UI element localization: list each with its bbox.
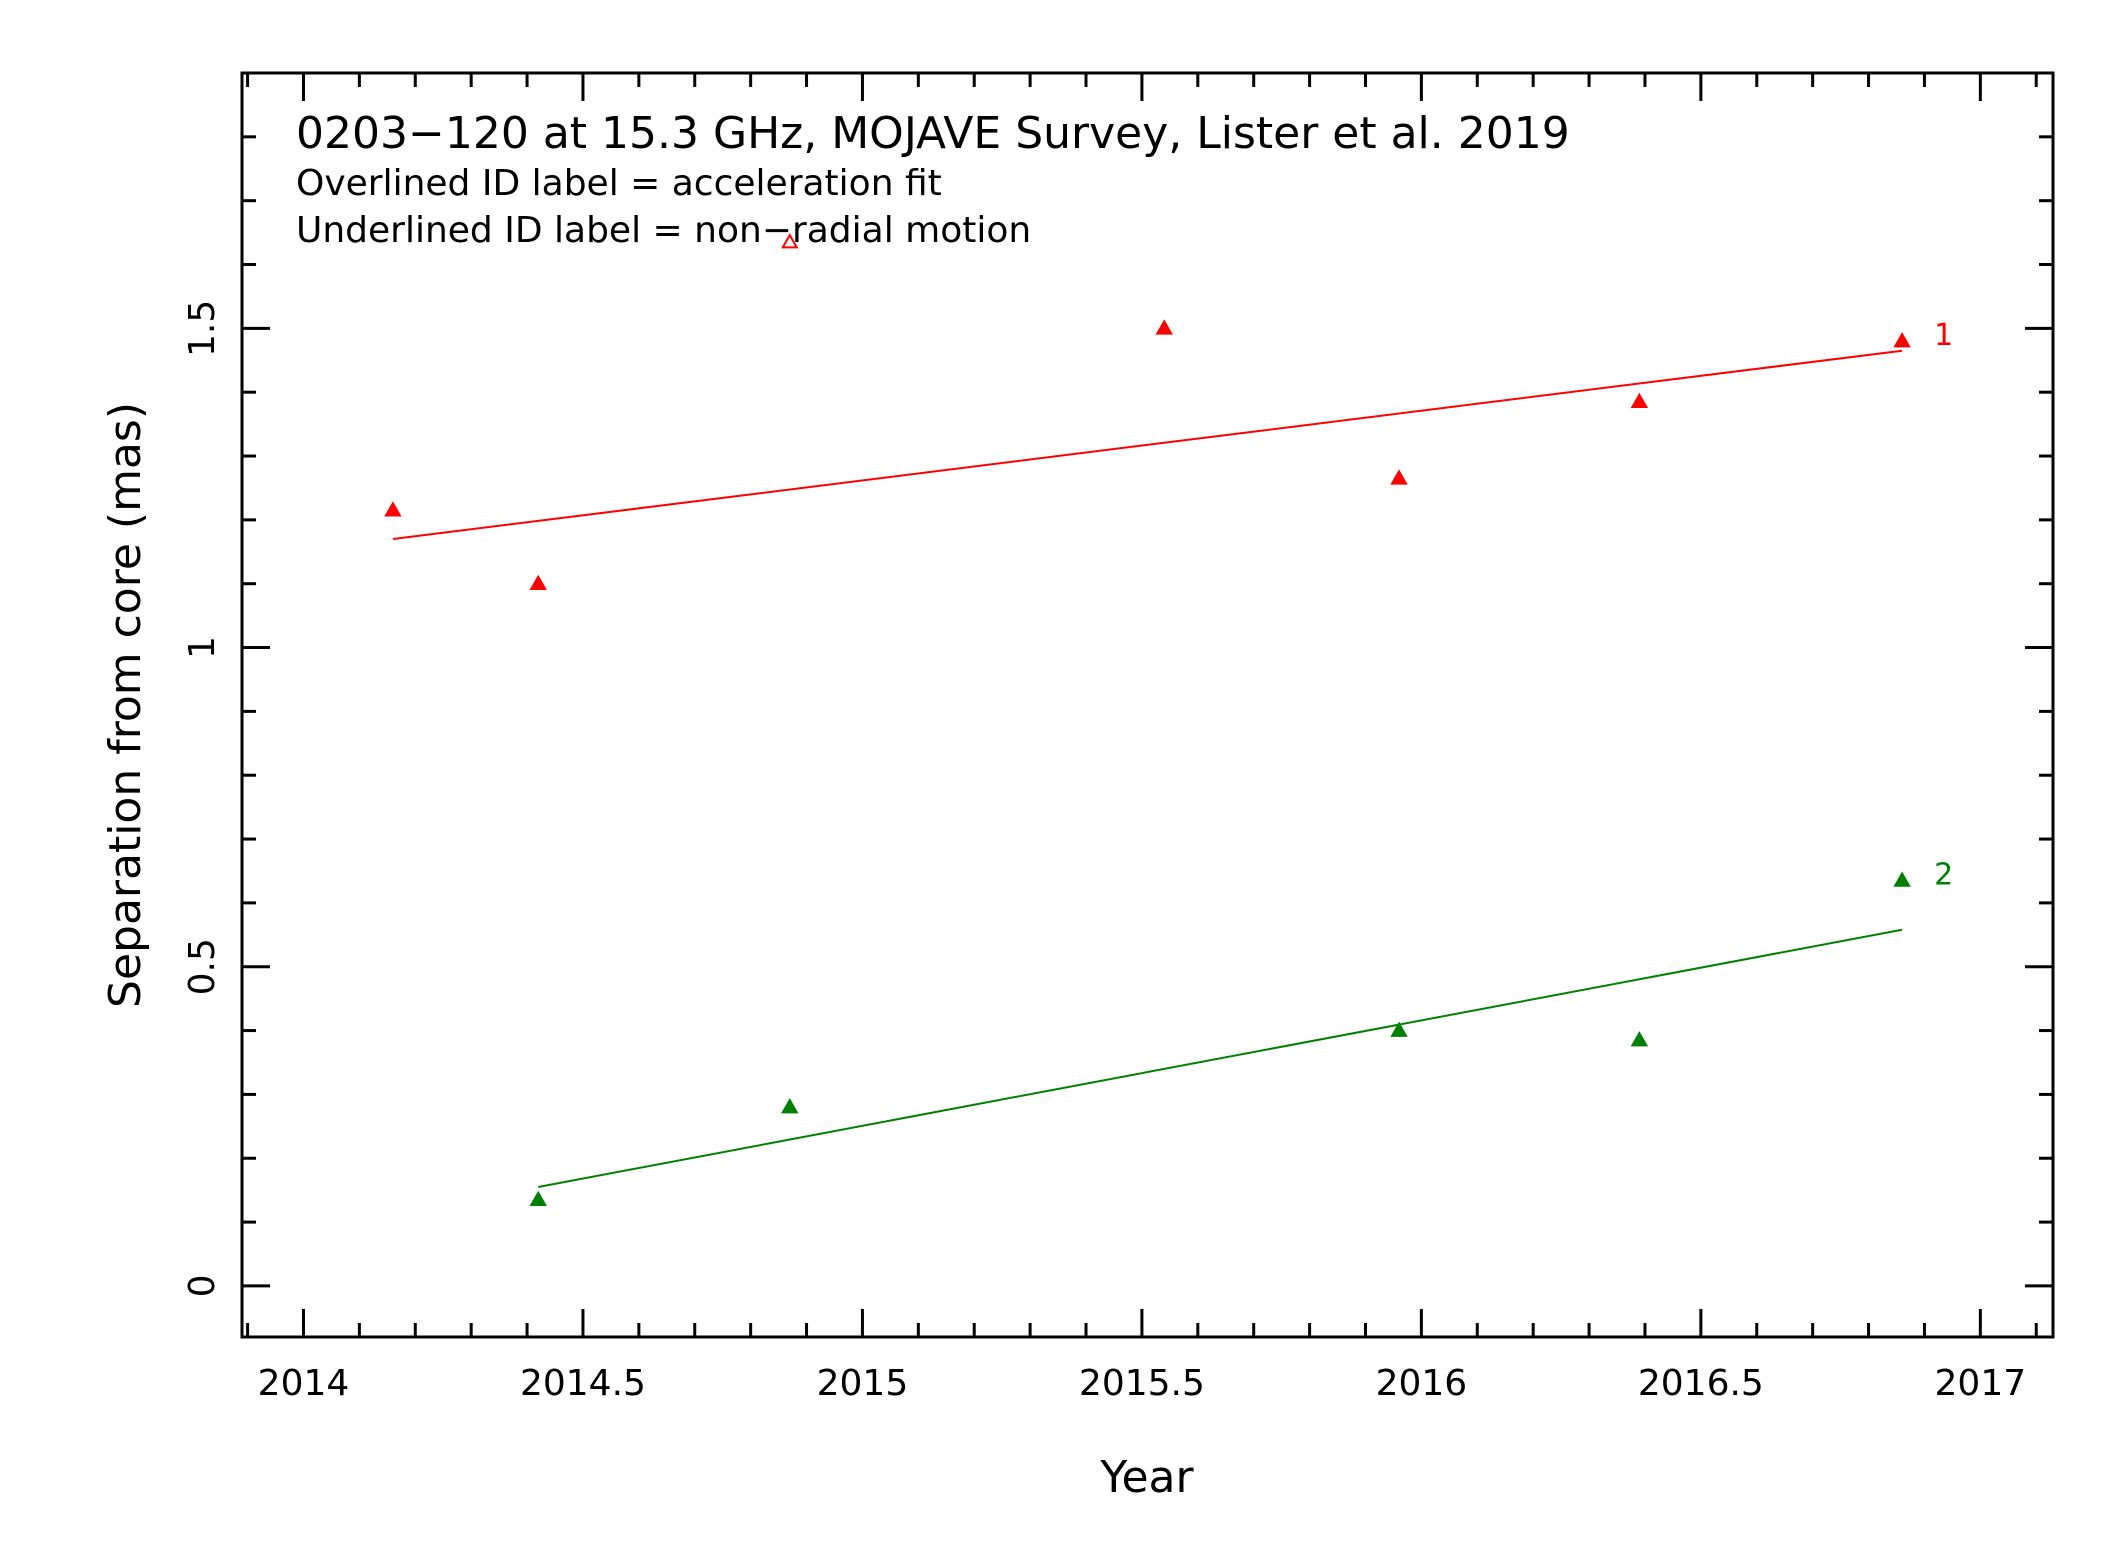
x-tick-label: 2016.5 bbox=[1638, 1363, 1764, 1404]
x-tick-label: 2014.5 bbox=[520, 1363, 646, 1404]
x-tick-label: 2016 bbox=[1376, 1363, 1468, 1404]
data-point-series-2 bbox=[1893, 871, 1911, 887]
y-axis-tick-labels: 0 0.5 1 1.5 bbox=[182, 300, 223, 1298]
data-point-series-1 bbox=[1155, 319, 1173, 335]
x-tick-label: 2014 bbox=[258, 1363, 350, 1404]
data-points bbox=[384, 233, 1911, 1206]
data-point-series-1 bbox=[781, 233, 799, 249]
chart-subtitle-2: Underlined ID label = non−radial motion bbox=[296, 210, 1031, 251]
y-tick-label: 1 bbox=[182, 636, 223, 659]
x-axis-title: Year bbox=[1099, 1452, 1194, 1503]
x-tick-label: 2015 bbox=[817, 1363, 909, 1404]
x-tick-label: 2017 bbox=[1935, 1363, 2027, 1404]
data-point-series-1 bbox=[384, 501, 402, 517]
fit-lines bbox=[392, 349, 1903, 1188]
x-tick-label: 2015.5 bbox=[1079, 1363, 1205, 1404]
plot-frame bbox=[240, 71, 2055, 1339]
y-tick-label: 0 bbox=[182, 1274, 223, 1297]
fit-line-2 bbox=[538, 928, 1903, 1188]
series-label-1: 1 bbox=[1934, 318, 1953, 353]
data-point-series-1 bbox=[1893, 332, 1911, 348]
y-tick-label: 0.5 bbox=[182, 938, 223, 995]
x-axis-ticks bbox=[246, 73, 2038, 1337]
data-point-series-2 bbox=[1390, 1021, 1408, 1037]
fit-line-1 bbox=[392, 349, 1903, 541]
data-point-series-2 bbox=[781, 1098, 799, 1114]
chart-subtitle-1: Overlined ID label = acceleration fit bbox=[296, 163, 942, 204]
y-axis-title: Separation from core (mas) bbox=[100, 402, 151, 1008]
data-point-series-2 bbox=[1630, 1031, 1649, 1047]
x-axis-tick-labels: 2014 2014.5 2015 2015.5 2016 2016.5 2017 bbox=[258, 1363, 2026, 1404]
y-tick-label: 1.5 bbox=[182, 300, 223, 357]
data-point-series-1 bbox=[1630, 392, 1649, 409]
series-labels: 12 bbox=[1934, 318, 1953, 892]
series-label-2: 2 bbox=[1934, 858, 1953, 893]
data-point-series-2 bbox=[529, 1190, 547, 1206]
data-point-series-1 bbox=[529, 574, 547, 590]
chart-title: 0203−120 at 15.3 GHz, MOJAVE Survey, Lis… bbox=[296, 108, 1570, 159]
y-axis-ticks bbox=[242, 71, 2053, 1288]
data-point-series-1 bbox=[1390, 469, 1408, 485]
